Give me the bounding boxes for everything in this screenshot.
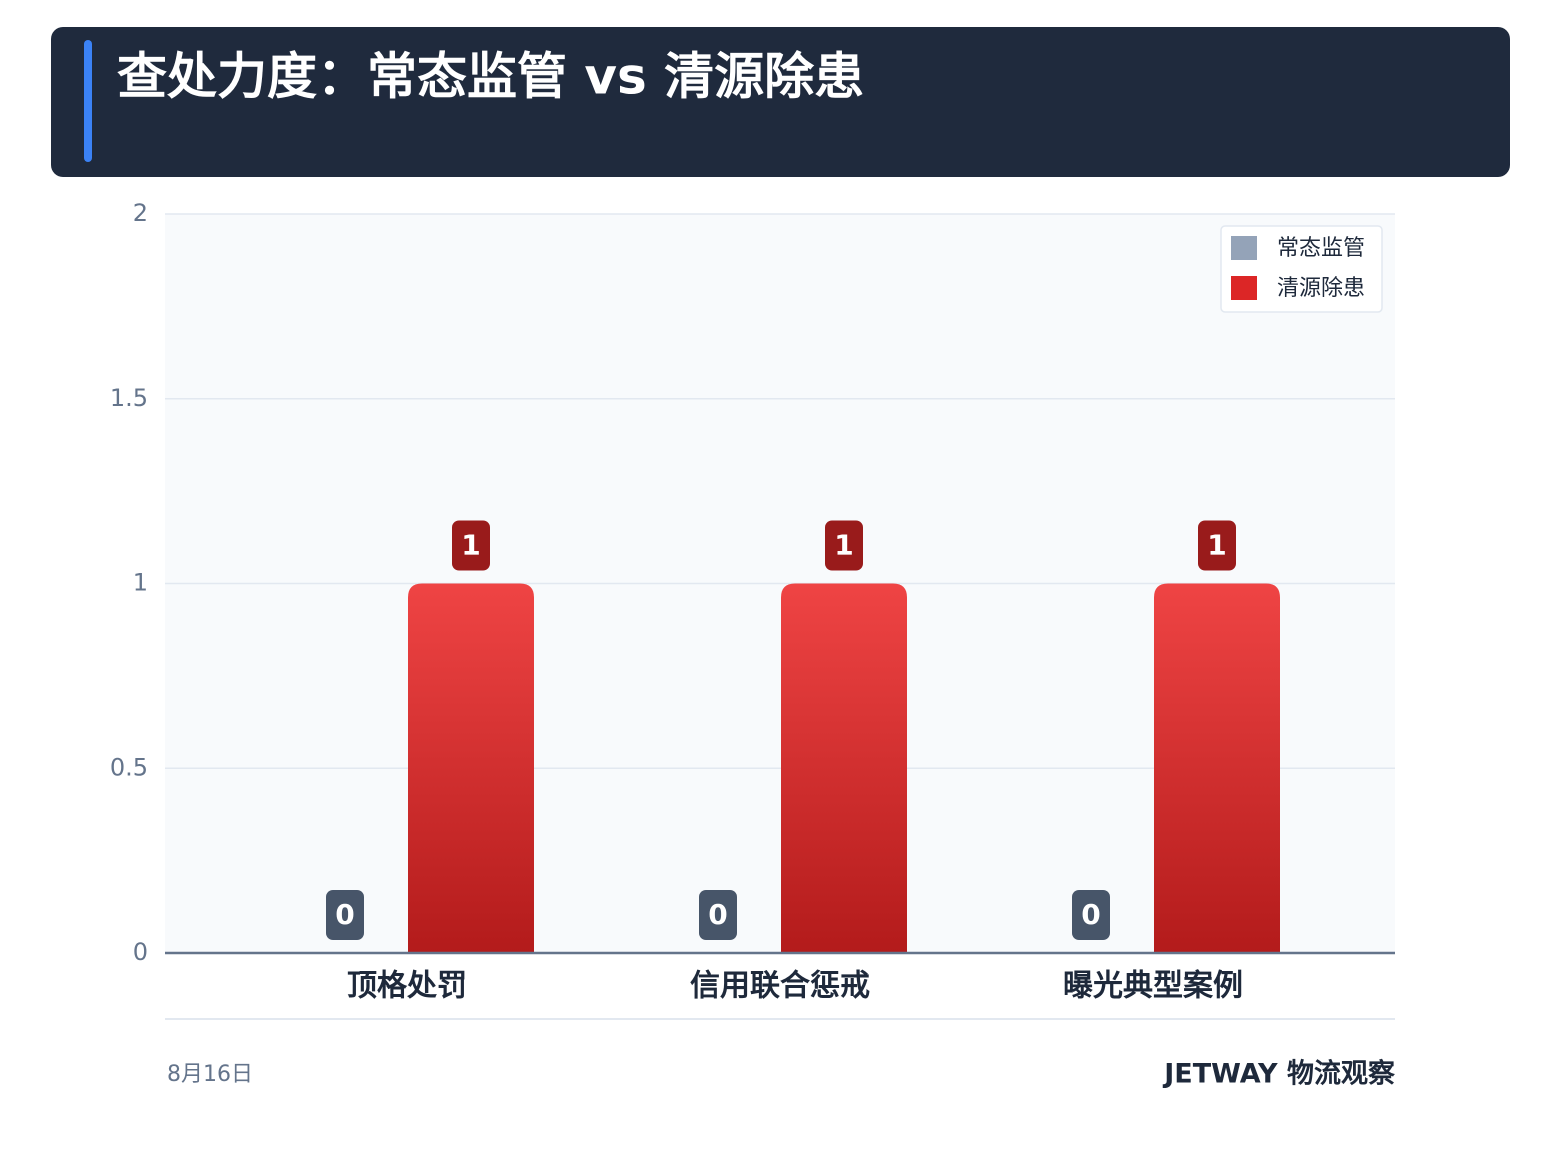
legend-label: 清源除患: [1277, 276, 1365, 301]
legend-box: [1220, 225, 1383, 313]
bar: [781, 583, 907, 953]
legend-label: 常态监管: [1277, 236, 1365, 261]
header-bg: [51, 27, 1510, 177]
y-tick-label: 2: [133, 199, 148, 227]
bar: [1154, 583, 1280, 953]
value-label-bg: [825, 520, 863, 571]
legend-swatch: [1231, 276, 1257, 300]
value-label: 1: [834, 529, 853, 562]
x-tick-label: 顶格处罚: [347, 969, 467, 1004]
y-tick-label: 1.5: [110, 384, 148, 412]
value-label: 0: [708, 898, 727, 931]
value-label-bg: [1198, 520, 1236, 571]
chart-title: 查处力度：常态监管 vs 清源除患: [117, 48, 864, 106]
bar: [408, 583, 534, 953]
value-label: 1: [461, 529, 480, 562]
y-tick-label: 1: [133, 569, 148, 597]
header-accent: [84, 40, 92, 162]
y-tick-label: 0.5: [110, 753, 148, 781]
value-label-bg: [699, 890, 737, 940]
value-label: 0: [1081, 898, 1100, 931]
x-tick-label: 曝光典型案例: [1063, 969, 1243, 1004]
value-label-bg: [326, 890, 364, 940]
footer-date: 8月16日: [167, 1062, 253, 1087]
value-label: 0: [335, 898, 354, 931]
value-label-bg: [452, 520, 490, 571]
value-label-bg: [1072, 890, 1110, 940]
footer-brand: JETWAY 物流观察: [1162, 1058, 1396, 1090]
x-tick-label: 信用联合惩戒: [690, 969, 870, 1004]
legend-swatch: [1231, 236, 1257, 260]
value-label: 1: [1207, 529, 1226, 562]
y-tick-label: 0: [133, 938, 148, 966]
